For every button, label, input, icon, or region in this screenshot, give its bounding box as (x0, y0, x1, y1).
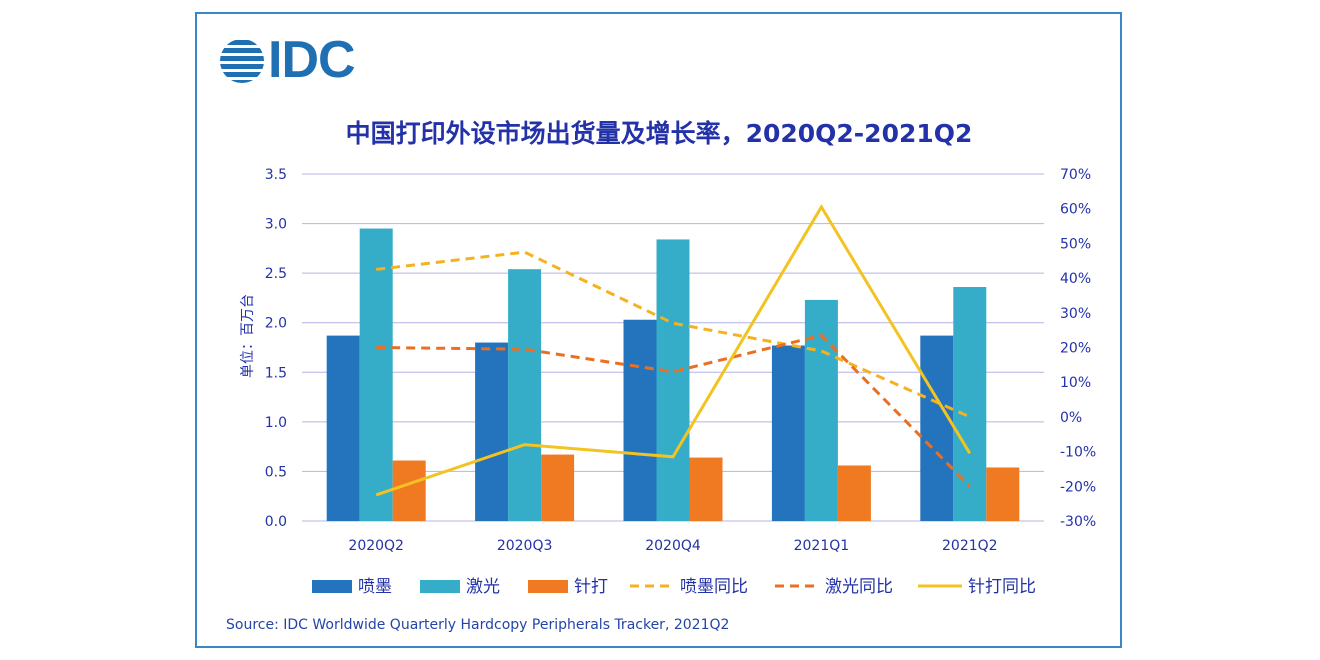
legend-label: 喷墨同比 (680, 577, 748, 597)
legend: 喷墨 激光 针打 喷墨同比 激光同比 针打同比 (312, 577, 1036, 597)
legend-label: 喷墨 (358, 577, 392, 597)
y-tick-label: 0.5 (265, 464, 287, 480)
legend-label: 激光 (466, 577, 500, 597)
y2-tick-label: -30% (1060, 514, 1096, 530)
y-tick-label: 1.5 (265, 365, 287, 381)
idc-logo-text: IDC (268, 31, 356, 89)
bar-3 (541, 454, 575, 521)
x-tick-label: 2021Q1 (794, 538, 850, 554)
y-tick-label: 3.0 (265, 217, 287, 233)
bar-1 (475, 342, 509, 521)
chart-frame (195, 12, 1122, 648)
y2-tick-label: 60% (1060, 202, 1091, 218)
x-tick-label: 2020Q3 (497, 538, 553, 554)
yoy-lines (375, 204, 972, 497)
bars (326, 228, 1020, 522)
bar-1 (920, 335, 954, 521)
y2-tick-label: 70% (1060, 167, 1091, 183)
y2-tick-label: 20% (1060, 341, 1091, 357)
y-tick-label: 3.5 (265, 167, 287, 183)
y2-tick-label: 40% (1060, 271, 1091, 287)
bar-3 (392, 460, 426, 521)
axes: 0.0 0.5 1.0 1.5 2.0 2.5 3.0 3.5 -30% -20% -10% 0% 10… (265, 167, 1096, 554)
line-series-2 (376, 333, 971, 488)
y-tick-label: 2.5 (265, 266, 287, 282)
line-series-3 (375, 204, 972, 497)
x-tick-label: 2021Q2 (942, 538, 998, 554)
bar-1 (326, 335, 360, 521)
bar-2 (359, 228, 393, 521)
bar-2 (508, 269, 542, 521)
bar-2 (804, 299, 838, 521)
x-tick-label: 2020Q2 (348, 538, 404, 554)
y2-tick-label: -20% (1060, 479, 1096, 495)
y-tick-label: 2.0 (265, 316, 287, 332)
y2-tick-label: 10% (1060, 375, 1091, 391)
legend-label: 针打同比 (968, 577, 1036, 597)
y2-tick-label: 50% (1060, 236, 1091, 252)
legend-swatch (312, 580, 352, 593)
bar-2 (953, 287, 987, 521)
y2-tick-label: 0% (1060, 410, 1082, 426)
y-axis-label: 单位：百万台 (240, 294, 256, 378)
x-tick-label: 2020Q4 (645, 538, 701, 554)
bar-1 (771, 345, 805, 521)
bar-1 (623, 319, 657, 521)
idc-globe-icon (220, 40, 264, 83)
legend-label: 激光同比 (825, 577, 893, 597)
chart-title: 中国打印外设市场出货量及增长率，2020Q2-2021Q2 (346, 119, 973, 148)
bar-2 (656, 239, 690, 522)
y2-tick-label: 30% (1060, 306, 1091, 322)
legend-swatch (420, 580, 460, 593)
bar-3 (689, 457, 723, 521)
y2-tick-label: -10% (1060, 445, 1096, 461)
bar-3 (986, 467, 1020, 521)
legend-label: 针打 (574, 577, 608, 597)
bar-3 (837, 465, 871, 521)
source-note: Source: IDC Worldwide Quarterly Hardcopy… (226, 617, 730, 633)
legend-swatch (528, 580, 568, 593)
y-tick-label: 1.0 (265, 415, 287, 431)
y-tick-label: 0.0 (265, 514, 287, 530)
